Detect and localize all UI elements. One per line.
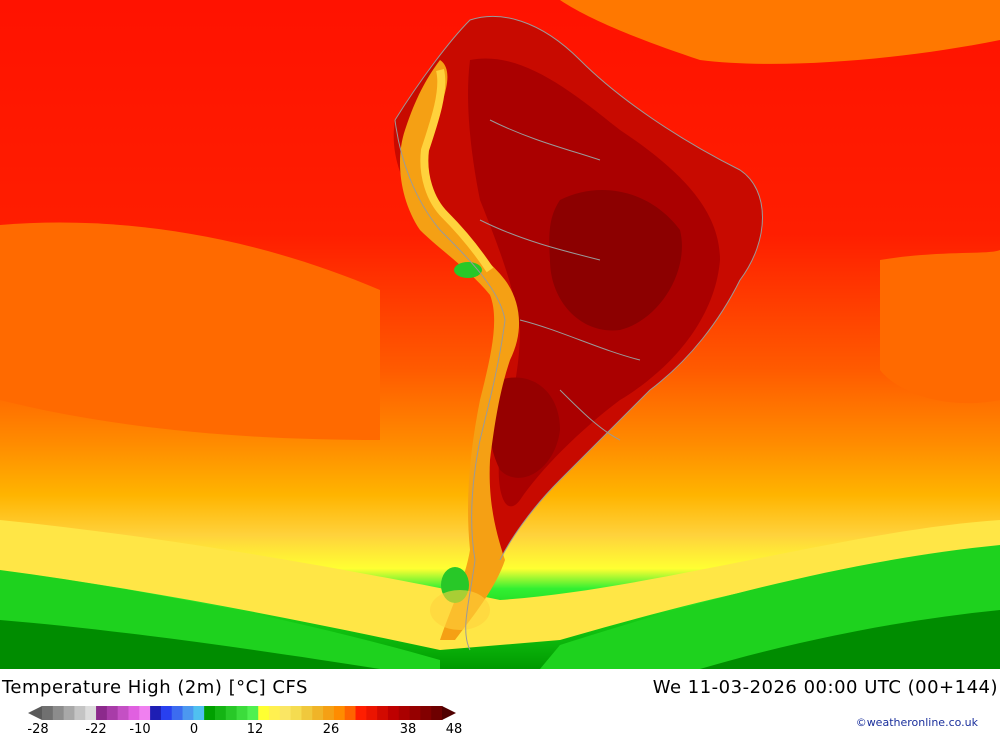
map-title: Temperature High (2m) [°C] CFS xyxy=(2,677,308,698)
legend-tick-label: 0 xyxy=(190,722,198,734)
credit-link[interactable]: ©weatheronline.co.uk xyxy=(855,716,978,729)
legend-swatch xyxy=(355,706,367,720)
legend-swatch xyxy=(182,706,194,720)
legend-swatch xyxy=(139,706,151,720)
south-yellow-band xyxy=(0,520,1000,650)
legend-swatch xyxy=(160,706,173,720)
legend-swatch xyxy=(323,706,335,720)
orange-band-east xyxy=(880,250,1000,404)
legend-swatch xyxy=(431,706,443,720)
legend-swatch xyxy=(52,706,65,720)
legend-tick-label: 38 xyxy=(400,722,417,734)
legend-swatch xyxy=(204,706,216,720)
legend-swatch xyxy=(333,706,346,720)
legend-swatch xyxy=(290,706,302,720)
legend-swatch xyxy=(171,706,184,720)
temperature-map xyxy=(0,0,1000,669)
legend-swatch xyxy=(420,706,432,720)
orange-band-west xyxy=(0,222,380,440)
altiplano-cool-spot xyxy=(454,262,482,278)
legend-tick-label: 26 xyxy=(323,722,340,734)
legend-swatch xyxy=(409,706,421,720)
hot-spot-2 xyxy=(488,377,560,478)
legend-swatch xyxy=(42,706,54,720)
legend-swatch xyxy=(225,706,238,720)
legend-tick-label: 48 xyxy=(446,722,463,734)
orange-band-north xyxy=(560,0,1000,64)
legend-swatch xyxy=(106,706,119,720)
legend-swatch xyxy=(193,706,205,720)
patagonia-warm-rim xyxy=(430,590,490,630)
legend-swatch xyxy=(128,706,140,720)
legend-swatch xyxy=(258,706,270,720)
legend-swatch xyxy=(301,706,313,720)
country-borders xyxy=(394,15,763,651)
legend-swatch xyxy=(63,706,75,720)
map-footer: Temperature High (2m) [°C] CFS We 11-03-… xyxy=(0,669,1000,734)
legend-swatch xyxy=(247,706,259,720)
legend-tick-label: -28 xyxy=(27,722,48,734)
valid-time: We 11-03-2026 00:00 UTC (00+144) xyxy=(652,677,998,698)
hot-spot-1 xyxy=(549,190,682,331)
legend-swatch xyxy=(150,706,162,720)
legend-swatch xyxy=(387,706,400,720)
legend-swatch xyxy=(344,706,357,720)
legend-swatch xyxy=(85,706,97,720)
legend-swatch xyxy=(214,706,227,720)
color-legend: -28 -22 -10 0 12 26 38 48 xyxy=(27,706,463,734)
legend-swatch xyxy=(236,706,248,720)
legend-swatch xyxy=(279,706,292,720)
legend-swatch xyxy=(269,706,281,720)
legend-swatch xyxy=(366,706,378,720)
legend-swatch xyxy=(96,706,108,720)
legend-arrow-left xyxy=(28,706,42,720)
legend-swatch xyxy=(312,706,324,720)
andes-ridge xyxy=(420,69,494,273)
legend-swatch xyxy=(377,706,389,720)
legend-swatch xyxy=(74,706,86,720)
legend-tick-label: -10 xyxy=(129,722,150,734)
legend-arrow-right xyxy=(442,706,456,720)
legend-tick-label: -22 xyxy=(85,722,106,734)
legend-swatch xyxy=(117,706,129,720)
legend-swatch xyxy=(398,706,411,720)
south-dark-green xyxy=(0,610,1000,669)
andes-strip xyxy=(400,60,520,640)
legend-tick-label: 12 xyxy=(247,722,264,734)
